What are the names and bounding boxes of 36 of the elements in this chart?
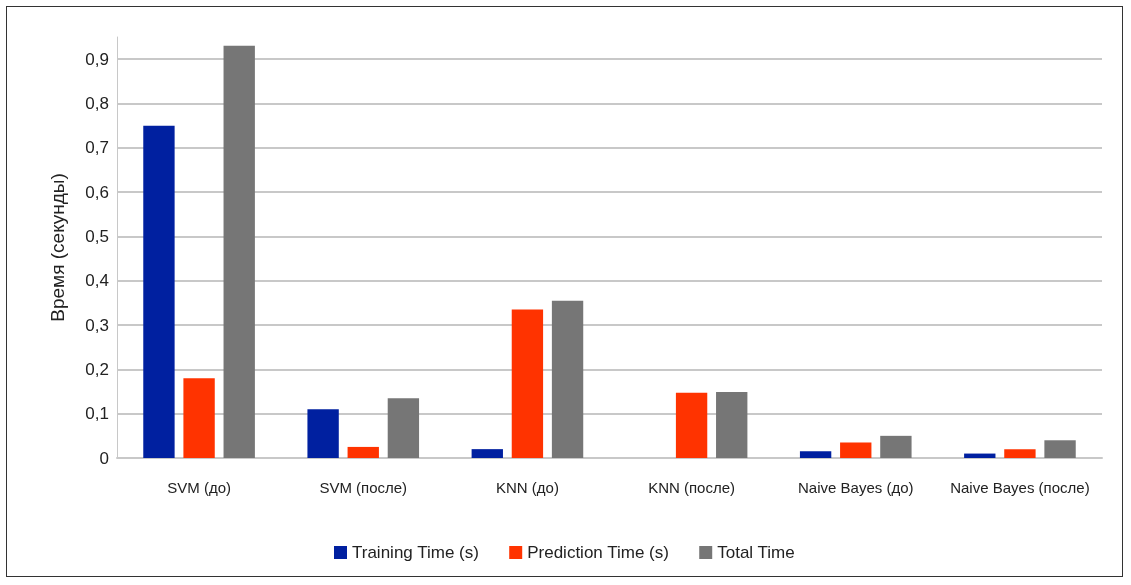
x-tick-label: SVM (после) <box>319 479 408 496</box>
bar <box>675 392 708 458</box>
bar <box>716 391 748 458</box>
legend-label: Total Time <box>717 543 795 562</box>
bar <box>511 309 544 458</box>
y-axis-title: Время (секунды) <box>47 173 68 322</box>
x-tick-label: KNN (до) <box>495 479 559 496</box>
x-tick-label: Naive Bayes (до) <box>798 479 914 496</box>
y-tick-label: 0,6 <box>85 182 109 202</box>
y-tick-label: 0,1 <box>85 404 109 424</box>
bar <box>1004 449 1036 458</box>
legend-label: Training Time (s) <box>352 543 479 562</box>
y-tick-label: 0 <box>99 448 109 468</box>
bar <box>1044 440 1076 458</box>
x-tick-label: Naive Bayes (после) <box>950 479 1090 496</box>
bar <box>799 451 832 458</box>
y-tick-label: 0,4 <box>85 271 109 291</box>
y-tick-label: 0,7 <box>85 138 109 158</box>
x-tick-label: KNN (после) <box>648 479 736 496</box>
bar <box>183 378 215 458</box>
bar <box>223 45 255 458</box>
bar <box>551 300 584 458</box>
bar <box>347 446 379 458</box>
y-tick-label: 0,9 <box>85 49 109 69</box>
y-tick-label: 0,5 <box>85 226 109 246</box>
x-tick-label: SVM (до) <box>167 479 231 496</box>
bar <box>880 435 912 458</box>
bar <box>840 442 872 458</box>
bar <box>471 449 503 458</box>
y-tick-label: 0,3 <box>85 315 109 335</box>
bar <box>143 125 175 458</box>
bar <box>387 398 420 458</box>
bar <box>307 409 339 458</box>
legend-label: Prediction Time (s) <box>527 543 669 562</box>
y-tick-label: 0,8 <box>85 93 109 113</box>
y-tick-label: 0,2 <box>85 359 109 379</box>
